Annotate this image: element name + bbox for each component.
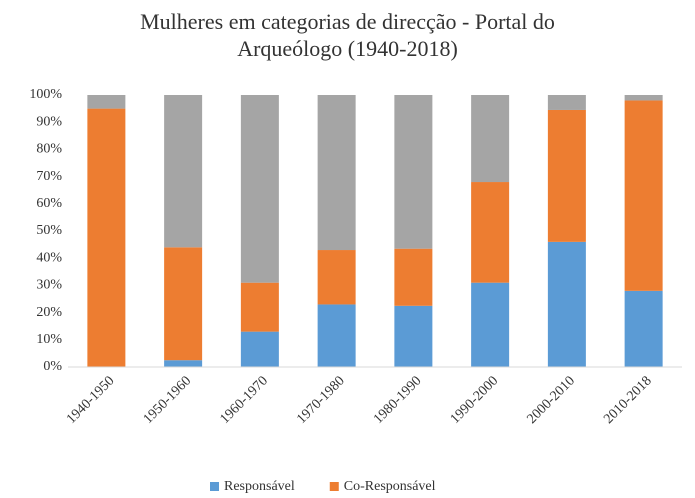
bar-segment: [547, 109, 586, 242]
legend-swatch: [329, 482, 339, 491]
x-tick-label: 1970-1980: [294, 373, 348, 427]
bar-segment: [624, 290, 663, 367]
bar-segment: [471, 95, 510, 183]
bar-segment: [394, 95, 433, 249]
bar-segment: [87, 108, 126, 367]
y-tick-label: 80%: [36, 142, 62, 157]
y-tick-label: 30%: [36, 278, 62, 293]
bar-segment: [394, 248, 433, 306]
y-tick-label: 20%: [36, 305, 62, 320]
legend-label: Co-Responsável: [344, 479, 436, 494]
x-tick-label: 1990-2000: [448, 373, 502, 427]
x-tick-label: 1950-1960: [141, 373, 195, 427]
bar-segment: [547, 241, 586, 367]
y-tick-label: 70%: [36, 169, 62, 184]
bar-segment: [624, 100, 663, 291]
y-tick-label: 10%: [36, 332, 62, 347]
bar-segment: [394, 305, 433, 367]
bar-segment: [317, 304, 356, 367]
x-tick-label: 1960-1970: [217, 373, 271, 427]
y-tick-label: 0%: [43, 359, 62, 374]
x-tick-label: 2010-2018: [601, 373, 655, 427]
bar-segment: [240, 331, 279, 367]
y-tick-label: 50%: [36, 223, 62, 238]
bar-segment: [471, 282, 510, 367]
y-tick-label: 40%: [36, 250, 62, 265]
bar-segment: [317, 95, 356, 251]
y-tick-label: 90%: [36, 114, 62, 129]
x-tick-label: 1940-1950: [64, 373, 118, 427]
y-tick-label: 60%: [36, 196, 62, 211]
bar-segment: [240, 95, 279, 283]
legend-swatch: [210, 482, 219, 491]
bar-segment: [547, 95, 586, 110]
bar-segment: [164, 95, 203, 248]
bar-segment: [471, 182, 510, 283]
x-tick-label: 1980-1990: [371, 373, 425, 427]
x-tick-label: 2000-2010: [524, 373, 578, 427]
bar-segment: [164, 247, 203, 361]
bar-segment: [164, 360, 203, 367]
chart-title: Mulheres em categorias de direcção - Por…: [140, 9, 555, 61]
legend-label: Responsável: [224, 479, 295, 494]
bar-segment: [240, 282, 279, 332]
bar-segment: [624, 95, 663, 101]
bar-segment: [87, 95, 126, 109]
bar-segment: [317, 250, 356, 305]
y-tick-label: 100%: [29, 87, 62, 102]
